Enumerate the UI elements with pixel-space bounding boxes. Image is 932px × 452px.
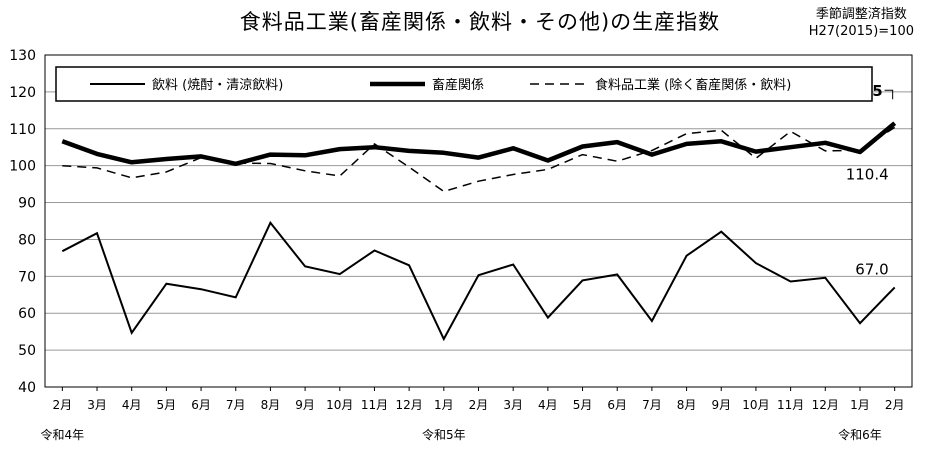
- y-tick-label: 130: [9, 48, 36, 64]
- x-tick-label: 5月: [573, 398, 593, 412]
- era-label: 令和5年: [422, 427, 466, 442]
- x-tick-label: 10月: [326, 398, 353, 412]
- x-tick-label: 10月: [742, 398, 769, 412]
- x-tick-label: 11月: [777, 398, 804, 412]
- y-tick-label: 90: [18, 196, 36, 212]
- x-tick-label: 6月: [191, 398, 211, 412]
- era-label: 令和4年: [41, 427, 85, 442]
- chart-title: 食料品工業(畜産関係・飲料・その他)の生産指数: [239, 10, 721, 34]
- data-label: 67.0: [855, 260, 888, 278]
- y-tick-label: 110: [9, 122, 36, 138]
- y-tick-label: 40: [18, 380, 36, 396]
- y-tick-label: 80: [18, 232, 36, 248]
- x-tick-label: 5月: [157, 398, 177, 412]
- x-tick-label: 9月: [711, 398, 731, 412]
- x-tick-label: 6月: [607, 398, 627, 412]
- x-tick-label: 11月: [361, 398, 388, 412]
- y-tick-label: 120: [9, 85, 36, 101]
- x-tick-label: 2月: [885, 398, 905, 412]
- x-tick-label: 1月: [434, 398, 454, 412]
- x-tick-label: 8月: [261, 398, 281, 412]
- note-line-1: 季節調整済指数: [815, 7, 907, 22]
- leader-line: [884, 89, 894, 100]
- era-label: 令和6年: [838, 427, 882, 442]
- note-line-2: H27(2015)=100: [808, 24, 914, 39]
- x-tick-label: 12月: [812, 398, 839, 412]
- x-tick-label: 7月: [642, 398, 662, 412]
- data-label: 110.4: [846, 165, 889, 183]
- legend-label: 食料品工業 (除く畜産関係・飲料): [595, 77, 791, 93]
- legend-label: 畜産関係: [432, 77, 484, 93]
- x-tick-label: 3月: [503, 398, 523, 412]
- y-tick-label: 50: [18, 343, 36, 359]
- x-tick-label: 7月: [226, 398, 246, 412]
- x-tick-label: 9月: [295, 398, 315, 412]
- legend-box: [55, 66, 873, 102]
- x-tick-label: 12月: [395, 398, 422, 412]
- series-line-beverages: [61, 220, 896, 342]
- series-line-livestock: [61, 121, 897, 167]
- x-tick-label: 4月: [122, 398, 142, 412]
- x-tick-label: 1月: [850, 398, 870, 412]
- x-tick-label: 2月: [53, 398, 73, 412]
- index-note: 季節調整済指数 H27(2015)=100: [809, 6, 914, 40]
- plot-area: [44, 54, 913, 388]
- x-tick-label: 2月: [469, 398, 489, 412]
- x-tick-label: 4月: [538, 398, 558, 412]
- x-tick-label: 8月: [677, 398, 697, 412]
- series-line-food-industry: [62, 126, 896, 193]
- y-tick-label: 70: [18, 269, 36, 285]
- legend-label: 飲料 (焼酎・清涼飲料): [152, 77, 283, 93]
- y-tick-label: 100: [9, 159, 36, 175]
- y-tick-label: 60: [18, 306, 36, 322]
- x-tick-label: 3月: [87, 398, 107, 412]
